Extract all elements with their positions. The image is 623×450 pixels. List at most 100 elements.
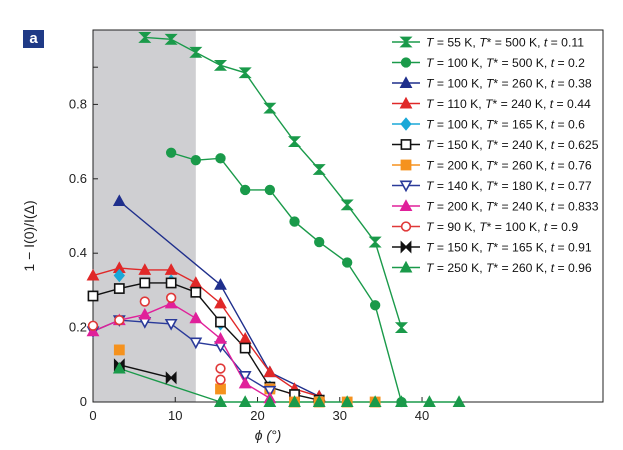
series-line-11 (119, 367, 221, 403)
data-point (238, 376, 252, 389)
data-point (215, 374, 226, 385)
data-point (314, 236, 325, 248)
data-point (139, 277, 151, 289)
y-tick-label: 0 (80, 394, 87, 409)
legend-entry: T = 100 K, T* = 500 K, t = 0.2 (426, 56, 585, 70)
data-point (164, 33, 178, 45)
data-point (113, 344, 125, 356)
data-point (289, 216, 300, 227)
x-tick-label: 30 (333, 408, 347, 423)
data-point (87, 290, 99, 302)
data-point (238, 371, 252, 383)
data-point (288, 395, 301, 407)
panel-label: a (23, 30, 44, 48)
legend-entry: T = 90 K, T* = 100 K, t = 0.9 (426, 220, 578, 234)
data-point (190, 155, 201, 166)
legend-marker (399, 260, 413, 273)
data-point (239, 342, 251, 354)
data-point (452, 395, 466, 407)
series-line-1 (170, 152, 403, 403)
shaded-region (93, 30, 196, 402)
data-point (190, 286, 202, 298)
y-tick-label: 0.4 (69, 245, 87, 260)
data-point (114, 314, 125, 326)
data-point (138, 263, 152, 275)
legend-entry: T = 200 K, T* = 240 K, t = 0.833 (426, 200, 599, 214)
data-point (340, 199, 354, 211)
data-point (394, 322, 408, 334)
legend-marker (399, 199, 413, 211)
y-tick-label: 0.2 (69, 320, 87, 335)
data-point (164, 263, 178, 275)
y-axis-label: 1 − I(0)/I(Δ) (21, 200, 37, 271)
legend-entry: T = 200 K, T* = 260 K, t = 0.76 (426, 159, 592, 173)
legend-marker (399, 76, 413, 88)
data-point (165, 292, 177, 304)
data-point (214, 332, 227, 344)
data-point (368, 395, 382, 407)
data-point (213, 59, 228, 71)
x-axis-label: ϕ (°) (255, 427, 282, 443)
data-point (423, 395, 436, 407)
data-point (165, 147, 177, 158)
data-point (312, 395, 326, 407)
data-point (264, 184, 276, 196)
legend-marker (400, 221, 412, 232)
data-point (164, 318, 178, 331)
data-point (86, 268, 100, 281)
legend-marker (400, 240, 412, 254)
data-point (368, 236, 382, 248)
data-point (138, 32, 152, 43)
data-point (165, 371, 177, 385)
data-point (263, 385, 277, 398)
series-line-10 (119, 364, 172, 379)
data-point (215, 153, 226, 164)
data-point (214, 278, 227, 290)
data-point (214, 296, 227, 309)
legend-marker (399, 180, 413, 193)
x-tick-label: 0 (89, 408, 96, 423)
series-line-3 (92, 267, 320, 398)
data-point (215, 383, 226, 395)
data-point (112, 194, 126, 207)
data-point (342, 257, 353, 268)
data-point (189, 311, 203, 324)
data-point (189, 337, 203, 350)
data-point (113, 283, 125, 294)
data-point (215, 316, 226, 328)
data-point (263, 102, 277, 114)
legend-entry: T = 100 K, T* = 260 K, t = 0.38 (426, 77, 592, 91)
data-point (395, 395, 408, 407)
legend-entry: T = 55 K, T* = 500 K, t = 0.11 (426, 36, 584, 50)
legend-marker (400, 139, 412, 150)
legend-entry: T = 250 K, T* = 260 K, t = 0.96 (426, 261, 592, 275)
legend-marker (400, 159, 412, 171)
data-point (369, 300, 381, 311)
data-point (240, 184, 251, 196)
legend-entry: T = 100 K, T* = 165 K, t = 0.6 (426, 118, 585, 132)
legend-entry: T = 140 K, T* = 180 K, t = 0.77 (426, 179, 592, 193)
y-tick-label: 0.6 (69, 171, 87, 186)
data-point (263, 365, 277, 378)
data-point (340, 395, 354, 407)
series-line-5 (92, 282, 320, 401)
legend-entry: T = 150 K, T* = 165 K, t = 0.91 (426, 241, 592, 255)
x-tick-label: 20 (250, 408, 264, 423)
legend-marker (399, 96, 413, 109)
data-point (189, 46, 203, 58)
data-point (112, 361, 126, 374)
data-point (87, 320, 99, 331)
data-point (113, 268, 125, 283)
legend-marker (400, 117, 412, 131)
data-point (238, 67, 252, 79)
data-point (138, 307, 152, 320)
data-point (215, 363, 226, 374)
legend-marker (400, 57, 412, 68)
data-point (288, 136, 302, 147)
data-point (312, 164, 326, 175)
data-point (214, 395, 227, 407)
data-point (139, 296, 150, 307)
data-point (263, 395, 277, 407)
legend-entry: T = 110 K, T* = 240 K, t = 0.44 (426, 97, 591, 111)
